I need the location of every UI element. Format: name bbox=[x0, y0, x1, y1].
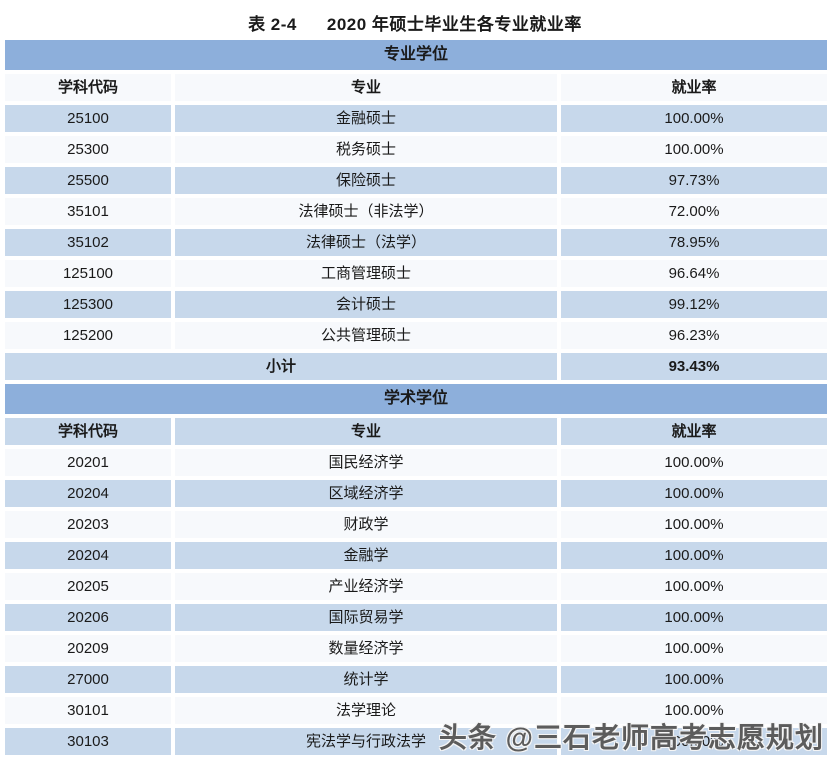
cell-major: 金融硕士 bbox=[175, 105, 557, 132]
cell-major: 法律硕士（非法学） bbox=[175, 198, 557, 225]
cell-major: 会计硕士 bbox=[175, 291, 557, 318]
table-row: 25500 保险硕士 97.73% bbox=[5, 167, 827, 194]
cell-major: 工商管理硕士 bbox=[175, 260, 557, 287]
cell-major: 税务硕士 bbox=[175, 136, 557, 163]
section-rows: 25100 金融硕士 100.00% 25300 税务硕士 100.00% 25… bbox=[5, 105, 827, 380]
cell-rate: 100.00% bbox=[561, 136, 827, 163]
watermark: 头条 @三石老师高考志愿规划 bbox=[438, 722, 824, 753]
cell-code: 125300 bbox=[5, 291, 171, 318]
table-row: 25100 金融硕士 100.00% bbox=[5, 105, 827, 132]
cell-code: 20209 bbox=[5, 635, 171, 662]
column-header-code: 学科代码 bbox=[5, 418, 171, 445]
cell-rate: 100.00% bbox=[561, 511, 827, 538]
section-band: 专业学位 bbox=[5, 40, 827, 70]
table-row: 20204 区域经济学 100.00% bbox=[5, 480, 827, 507]
cell-major: 区域经济学 bbox=[175, 480, 557, 507]
cell-code: 27000 bbox=[5, 666, 171, 693]
cell-major: 产业经济学 bbox=[175, 573, 557, 600]
cell-rate: 100.00% bbox=[561, 666, 827, 693]
cell-code: 20205 bbox=[5, 573, 171, 600]
cell-rate: 100.00% bbox=[561, 604, 827, 631]
cell-rate: 99.12% bbox=[561, 291, 827, 318]
cell-rate: 96.23% bbox=[561, 322, 827, 349]
cell-rate: 100.00% bbox=[561, 480, 827, 507]
cell-major: 保险硕士 bbox=[175, 167, 557, 194]
table-row: 30103 宪法学与行政法学 100.00% bbox=[5, 728, 827, 755]
table-title-text: 2020 年硕士毕业生各专业就业率 bbox=[326, 15, 582, 34]
cell-major: 法律硕士（法学） bbox=[175, 229, 557, 256]
cell-major: 法学理论 bbox=[175, 697, 557, 724]
cell-code: 125100 bbox=[5, 260, 171, 287]
section-band: 学术学位 bbox=[5, 384, 827, 414]
table-row: 25300 税务硕士 100.00% bbox=[5, 136, 827, 163]
table-row: 20203 财政学 100.00% bbox=[5, 511, 827, 538]
column-header-major: 专业 bbox=[175, 74, 557, 101]
employment-rate-table: 专业学位 学科代码 专业 就业率 25100 金融硕士 100.00% 2530… bbox=[5, 40, 827, 755]
subtotal-row: 小计 93.43% bbox=[5, 353, 827, 380]
header-row: 学科代码 专业 就业率 bbox=[5, 74, 827, 101]
table-row: 27000 统计学 100.00% bbox=[5, 666, 827, 693]
cell-rate: 72.00% bbox=[561, 198, 827, 225]
cell-rate: 96.64% bbox=[561, 260, 827, 287]
cell-code: 30103 bbox=[5, 728, 171, 755]
cell-rate: 100.00% bbox=[561, 573, 827, 600]
subtotal-rate: 93.43% bbox=[561, 353, 827, 380]
cell-major: 数量经济学 bbox=[175, 635, 557, 662]
cell-code: 25500 bbox=[5, 167, 171, 194]
table-row: 30101 法学理论 100.00% bbox=[5, 697, 827, 724]
cell-rate: 100.00% bbox=[561, 728, 827, 755]
table-row: 20206 国际贸易学 100.00% bbox=[5, 604, 827, 631]
table-row: 35102 法律硕士（法学） 78.95% bbox=[5, 229, 827, 256]
cell-major: 国际贸易学 bbox=[175, 604, 557, 631]
section-rows: 20201 国民经济学 100.00% 20204 区域经济学 100.00% … bbox=[5, 449, 827, 755]
cell-code: 20201 bbox=[5, 449, 171, 476]
table-number-label: 表 2-4 bbox=[248, 15, 297, 34]
cell-code: 20203 bbox=[5, 511, 171, 538]
cell-rate: 100.00% bbox=[561, 542, 827, 569]
cell-major: 统计学 bbox=[175, 666, 557, 693]
table-row: 125200 公共管理硕士 96.23% bbox=[5, 322, 827, 349]
table-row: 125100 工商管理硕士 96.64% bbox=[5, 260, 827, 287]
cell-code: 35101 bbox=[5, 198, 171, 225]
cell-code: 25300 bbox=[5, 136, 171, 163]
cell-code: 20204 bbox=[5, 480, 171, 507]
table-row: 20201 国民经济学 100.00% bbox=[5, 449, 827, 476]
table-row: 20204 金融学 100.00% bbox=[5, 542, 827, 569]
cell-code: 125200 bbox=[5, 322, 171, 349]
table-row: 125300 会计硕士 99.12% bbox=[5, 291, 827, 318]
column-header-major: 专业 bbox=[175, 418, 557, 445]
column-header-rate: 就业率 bbox=[561, 74, 827, 101]
cell-rate: 100.00% bbox=[561, 635, 827, 662]
cell-code: 20206 bbox=[5, 604, 171, 631]
cell-rate: 78.95% bbox=[561, 229, 827, 256]
cell-major: 宪法学与行政法学 bbox=[175, 728, 557, 755]
cell-major: 金融学 bbox=[175, 542, 557, 569]
table-row: 20205 产业经济学 100.00% bbox=[5, 573, 827, 600]
cell-code: 30101 bbox=[5, 697, 171, 724]
column-header-code: 学科代码 bbox=[5, 74, 171, 101]
cell-code: 35102 bbox=[5, 229, 171, 256]
table-section: 专业学位 学科代码 专业 就业率 25100 金融硕士 100.00% 2530… bbox=[5, 40, 827, 380]
cell-major: 财政学 bbox=[175, 511, 557, 538]
cell-rate: 100.00% bbox=[561, 449, 827, 476]
cell-code: 20204 bbox=[5, 542, 171, 569]
cell-code: 25100 bbox=[5, 105, 171, 132]
cell-rate: 97.73% bbox=[561, 167, 827, 194]
cell-major: 公共管理硕士 bbox=[175, 322, 557, 349]
table-section: 学术学位 学科代码 专业 就业率 20201 国民经济学 100.00% 202… bbox=[5, 384, 827, 755]
cell-rate: 100.00% bbox=[561, 697, 827, 724]
cell-rate: 100.00% bbox=[561, 105, 827, 132]
header-row: 学科代码 专业 就业率 bbox=[5, 418, 827, 445]
subtotal-label: 小计 bbox=[5, 353, 557, 380]
column-header-rate: 就业率 bbox=[561, 418, 827, 445]
page-title: 表 2-4 2020 年硕士毕业生各专业就业率 bbox=[0, 0, 830, 40]
table-row: 20209 数量经济学 100.00% bbox=[5, 635, 827, 662]
table-row: 35101 法律硕士（非法学） 72.00% bbox=[5, 198, 827, 225]
cell-major: 国民经济学 bbox=[175, 449, 557, 476]
